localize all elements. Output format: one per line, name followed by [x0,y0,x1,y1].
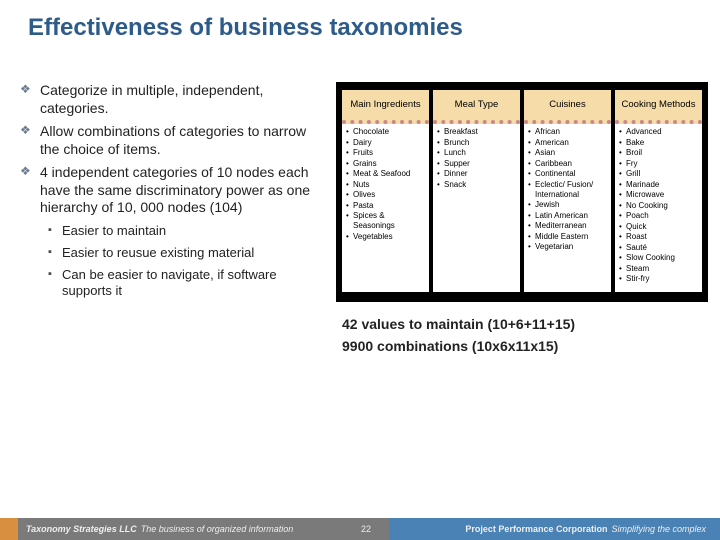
category-items: AfricanAmericanAsianCaribbeanContinental… [524,124,611,292]
category-item: Jewish [528,200,609,210]
category-item: Chocolate [346,127,427,137]
category-item: Vegetables [346,232,427,242]
category-item: Latin American [528,211,609,221]
category-item: Bake [619,138,700,148]
category-column: Meal TypeBreakfastBrunchLunchSupperDinne… [433,90,520,292]
footer-left-bold: Taxonomy Strategies LLC [26,524,137,534]
category-item: Supper [437,159,518,169]
category-item: Snack [437,180,518,190]
category-header: Cooking Methods [615,90,702,124]
bullet-item: Allow combinations of categories to narr… [18,123,328,159]
categories-panel: Main IngredientsChocolateDairyFruitsGrai… [336,82,708,302]
category-item: Nuts [346,180,427,190]
category-item: Breakfast [437,127,518,137]
category-column: Main IngredientsChocolateDairyFruitsGrai… [342,90,429,292]
footer-left: Taxonomy Strategies LLC The business of … [0,518,342,540]
category-item: Grains [346,159,427,169]
category-item: Asian [528,148,609,158]
sub-bullets: Easier to maintain Easier to reusue exis… [18,223,328,300]
category-item: Broil [619,148,700,158]
category-item: Dairy [346,138,427,148]
footer-page: 22 [342,518,390,540]
sub-bullet-item: Can be easier to navigate, if software s… [18,267,328,300]
footer-accent [0,518,18,540]
category-item: Lunch [437,148,518,158]
category-item: Brunch [437,138,518,148]
category-item: Pasta [346,201,427,211]
category-header: Meal Type [433,90,520,124]
category-item: American [528,138,609,148]
sub-bullet-item: Easier to reusue existing material [18,245,328,262]
category-item: Steam [619,264,700,274]
category-header: Main Ingredients [342,90,429,124]
category-item: Slow Cooking [619,253,700,263]
summary-block: 42 values to maintain (10+6+11+15) 9900 … [336,316,708,354]
category-item: Meat & Seafood [346,169,427,179]
bullet-item: Categorize in multiple, independent, cat… [18,82,328,118]
sub-bullet-item: Easier to maintain [18,223,328,240]
main-bullets: Categorize in multiple, independent, cat… [18,82,328,217]
footer-right-bold: Project Performance Corporation [465,524,607,534]
category-item: Continental [528,169,609,179]
left-column: Categorize in multiple, independent, cat… [18,82,328,360]
footer-right-ital: Simplifying the complex [611,524,706,534]
category-item: Spices & Seasonings [346,211,427,231]
category-item: Roast [619,232,700,242]
category-header: Cuisines [524,90,611,124]
category-item: Middle Eastern [528,232,609,242]
category-item: Sauté [619,243,700,253]
summary-line: 42 values to maintain (10+6+11+15) [342,316,708,332]
category-item: Advanced [619,127,700,137]
category-item: Poach [619,211,700,221]
category-column: CuisinesAfricanAmericanAsianCaribbeanCon… [524,90,611,292]
right-column: Main IngredientsChocolateDairyFruitsGrai… [336,82,708,360]
category-item: Fruits [346,148,427,158]
category-item: Vegetarian [528,242,609,252]
category-item: No Cooking [619,201,700,211]
category-items: AdvancedBakeBroilFryGrillMarinadeMicrowa… [615,124,702,292]
category-items: BreakfastBrunchLunchSupperDinnerSnack [433,124,520,292]
category-item: African [528,127,609,137]
footer-left-ital: The business of organized information [141,524,294,534]
category-item: Olives [346,190,427,200]
category-item: Marinade [619,180,700,190]
category-item: Eclectic/ Fusion/ International [528,180,609,200]
bullet-item: 4 independent categories of 10 nodes eac… [18,164,328,218]
category-item: Fry [619,159,700,169]
footer-right: Project Performance Corporation Simplify… [390,518,720,540]
slide-title: Effectiveness of business taxonomies [0,0,720,42]
category-item: Mediterranean [528,221,609,231]
content-area: Categorize in multiple, independent, cat… [0,42,720,360]
category-item: Quick [619,222,700,232]
summary-line: 9900 combinations (10x6x11x15) [342,338,708,354]
category-item: Microwave [619,190,700,200]
category-item: Stir-fry [619,274,700,284]
footer: Taxonomy Strategies LLC The business of … [0,518,720,540]
category-items: ChocolateDairyFruitsGrainsMeat & Seafood… [342,124,429,292]
category-item: Dinner [437,169,518,179]
category-column: Cooking MethodsAdvancedBakeBroilFryGrill… [615,90,702,292]
category-item: Grill [619,169,700,179]
category-item: Caribbean [528,159,609,169]
